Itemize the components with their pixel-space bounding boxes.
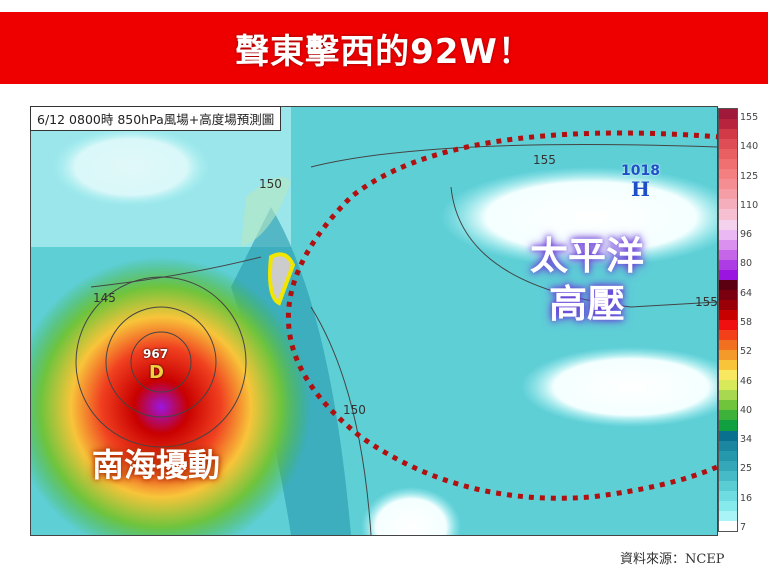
weather-map: 1018 H 967 D 155 150 145 150 155 [30, 106, 718, 536]
pacific-high-line1: 太平洋 [530, 234, 645, 278]
legend-swatch [719, 510, 737, 521]
contour-label: 150 [343, 403, 366, 417]
legend-tick: 58 [740, 317, 753, 328]
legend-swatch [719, 470, 737, 481]
legend-swatch [719, 299, 737, 310]
legend-swatch [719, 309, 737, 320]
scs-disturbance-label: 南海擾動 [92, 446, 221, 484]
legend-swatch [719, 330, 737, 341]
legend-swatch [719, 440, 737, 451]
legend-tick: 46 [740, 375, 753, 387]
legend-swatch [719, 169, 737, 180]
legend-swatch [719, 269, 737, 280]
legend-swatch [719, 229, 737, 240]
legend-swatch [719, 430, 737, 441]
legend-swatch [719, 139, 737, 150]
legend-swatch [719, 239, 737, 250]
legend-swatch [719, 179, 737, 190]
legend-tick: 16 [740, 492, 753, 504]
legend-swatch [719, 380, 737, 391]
legend-swatch [719, 420, 737, 431]
title-banner: 聲東擊西的92W！ [0, 12, 768, 84]
map-graphic [31, 107, 717, 535]
legend-swatch [719, 149, 737, 160]
legend-swatch [719, 390, 737, 401]
legend-swatch [719, 189, 737, 200]
legend-swatch [719, 410, 737, 421]
legend-tick: 64 [740, 287, 753, 299]
pacific-high-label: 太平洋 高壓 [530, 232, 644, 328]
legend-swatch [719, 400, 737, 411]
data-source: 資料來源：NCEP [620, 552, 725, 567]
legend-swatch [719, 500, 737, 511]
legend-tick: 25 [740, 463, 753, 475]
contour-label: 145 [93, 291, 116, 305]
legend-tick: 96 [740, 229, 753, 241]
legend-swatch [719, 520, 737, 531]
low-pressure-symbol: D [149, 362, 164, 383]
contour-label: 155 [695, 295, 718, 309]
legend-tick: 125 [740, 170, 759, 182]
legend-swatch [719, 219, 737, 230]
legend-tick: 7 [740, 522, 747, 533]
legend-swatch [719, 209, 737, 220]
low-pressure-value: 967 [143, 347, 169, 361]
contour-label: 150 [259, 177, 282, 191]
legend-swatch [719, 460, 737, 471]
color-legend [718, 108, 738, 532]
legend-swatch [719, 370, 737, 381]
legend-swatch [719, 350, 737, 361]
legend-tick: 140 [740, 141, 759, 153]
legend-swatch [719, 279, 737, 290]
legend-swatch [719, 360, 737, 371]
legend-swatch [719, 159, 737, 170]
pacific-high-line2: 高壓 [549, 282, 626, 326]
map-title: 6/12 0800時 850hPa風場+高度場預測圖 [30, 106, 282, 131]
legend-tick: 34 [740, 434, 753, 446]
legend-swatch [719, 340, 737, 351]
legend-swatch [719, 129, 737, 140]
legend-swatch [719, 490, 737, 501]
legend-swatch [719, 259, 737, 270]
slide-title: 聲東擊西的92W！ [235, 31, 533, 72]
high-pressure-value: 1018 [621, 163, 660, 179]
high-pressure-symbol: H [631, 177, 650, 201]
legend-tick: 52 [740, 346, 753, 358]
legend-swatch [719, 450, 737, 461]
legend-tick: 155 [740, 112, 759, 123]
legend-tick: 110 [740, 199, 759, 211]
legend-swatch [719, 480, 737, 491]
legend-swatch [719, 199, 737, 210]
legend-tick: 40 [740, 404, 753, 416]
legend-tick: 80 [740, 258, 753, 270]
legend-swatch [719, 289, 737, 300]
legend-swatch [719, 249, 737, 260]
legend-swatch [719, 319, 737, 331]
legend-swatch [719, 119, 737, 130]
legend-swatch [719, 109, 737, 120]
contour-label: 155 [533, 153, 556, 167]
